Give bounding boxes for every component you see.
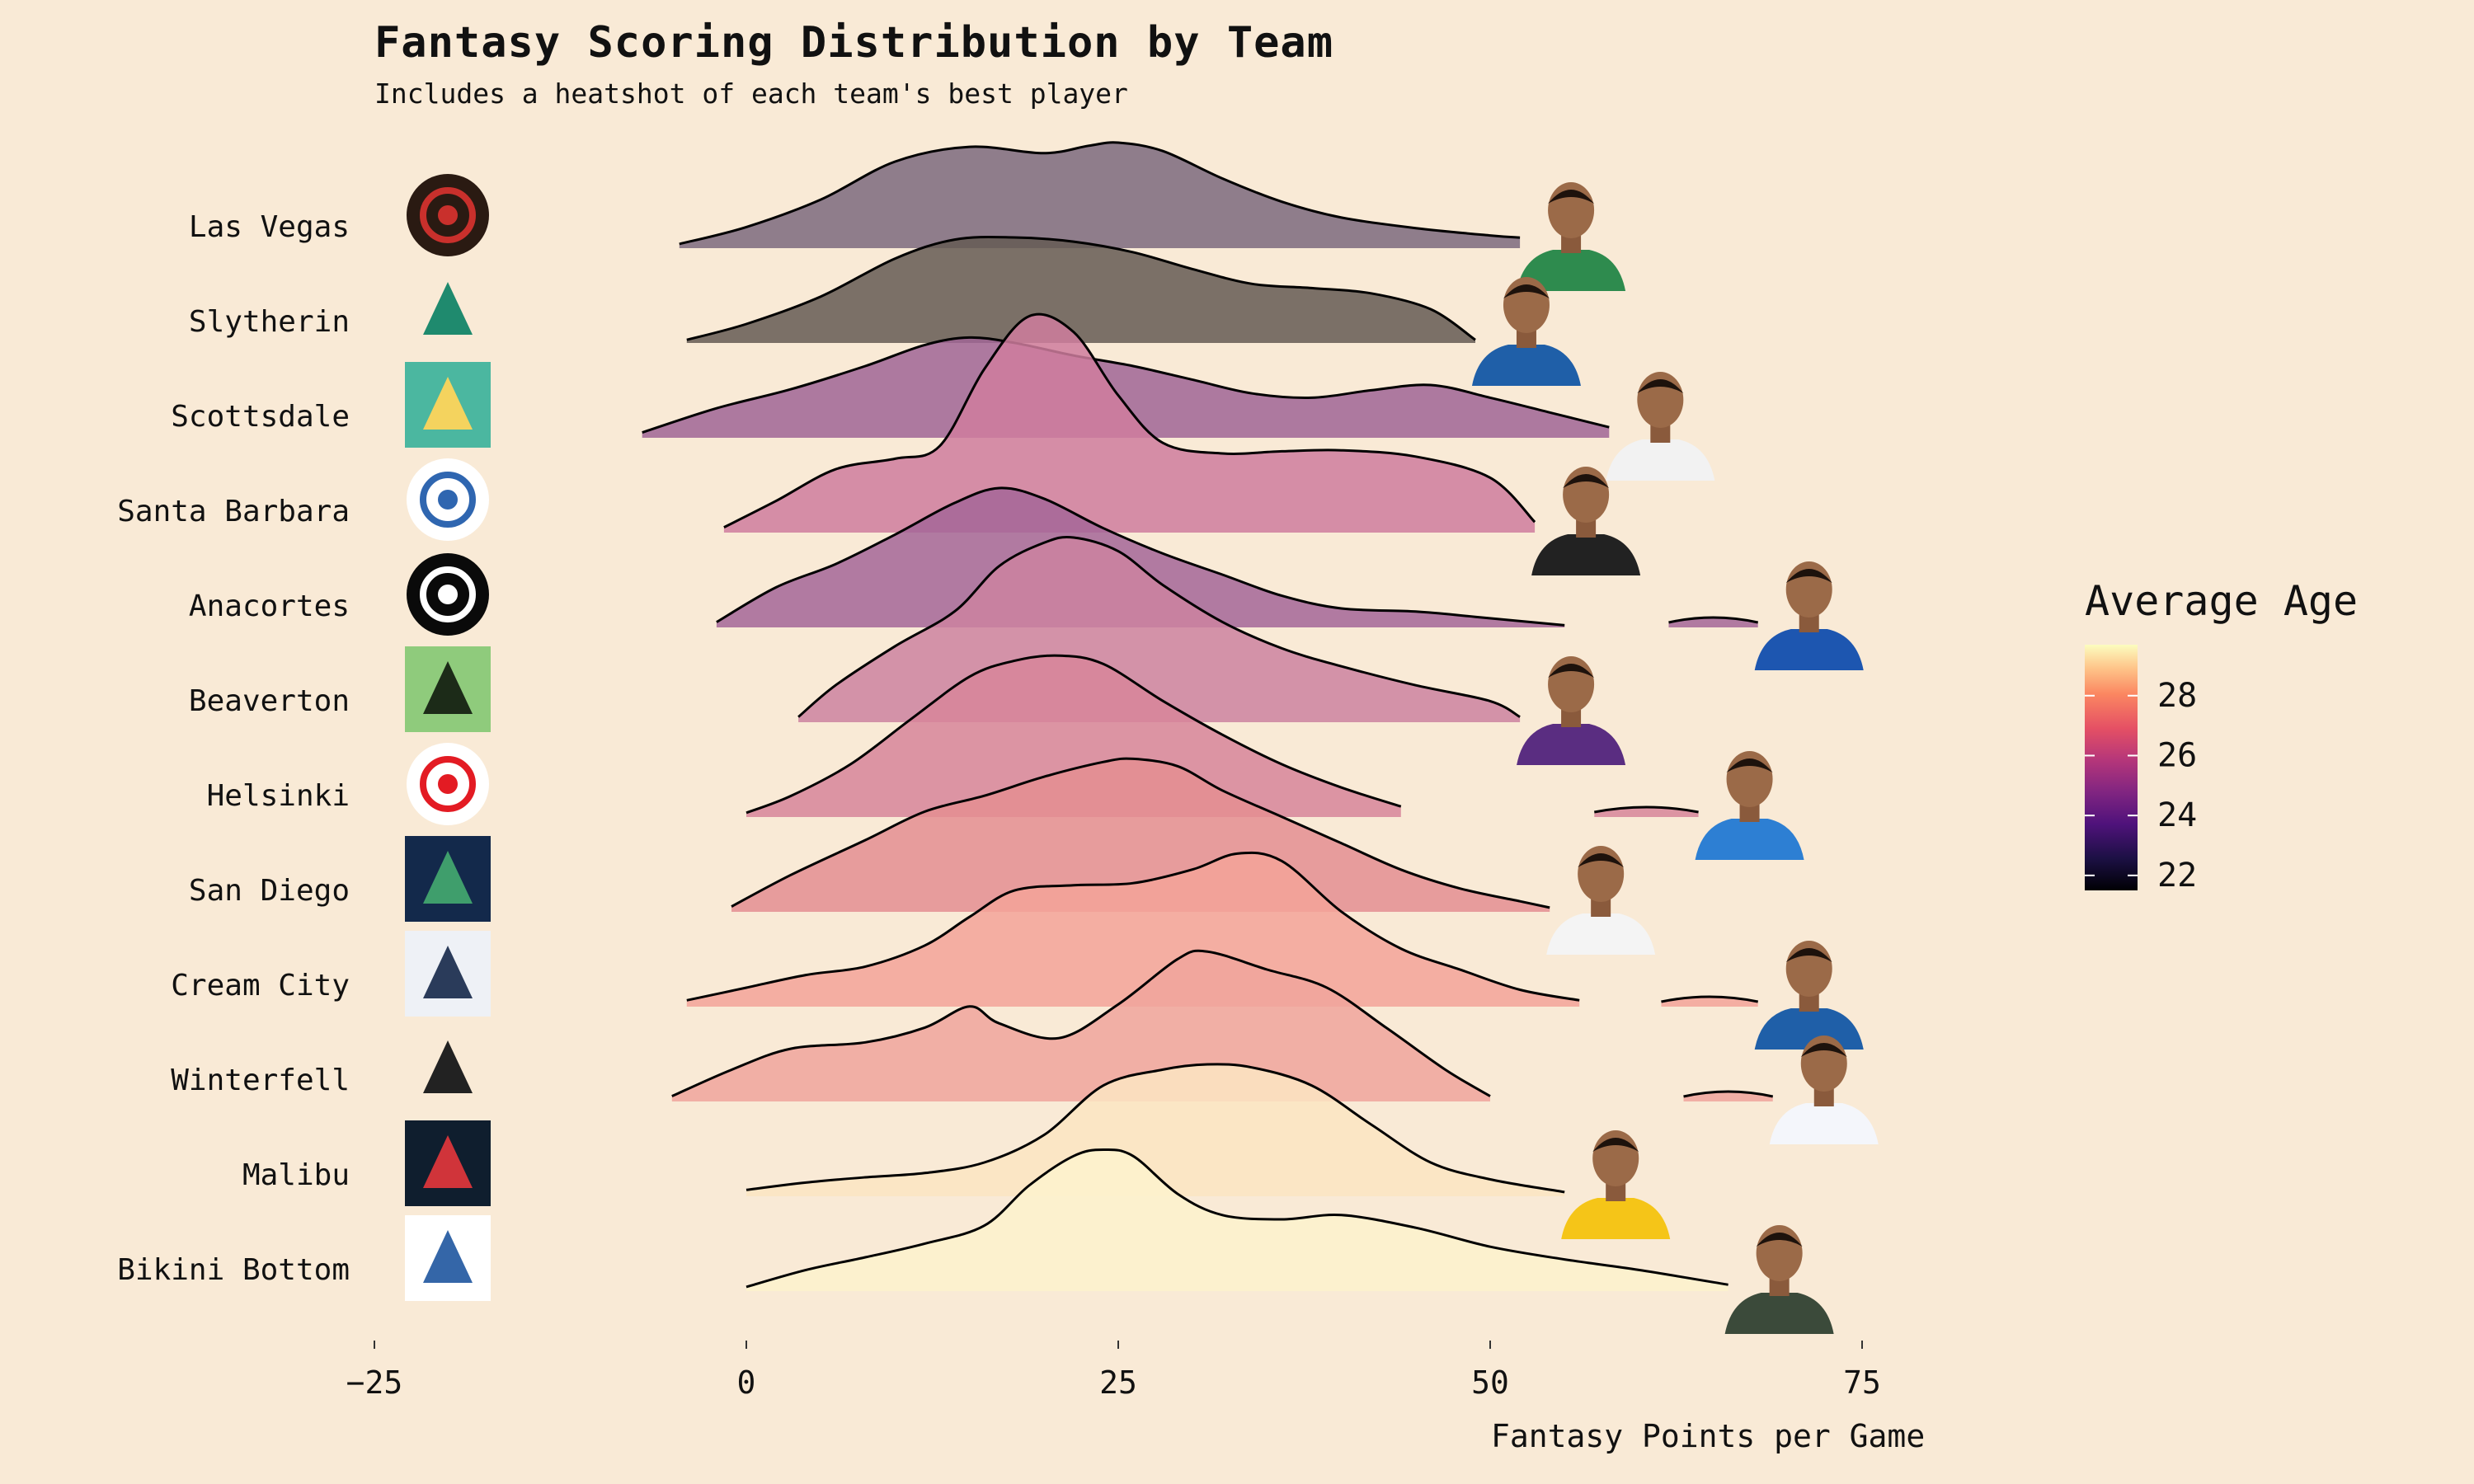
outlier-line-cream-city — [1661, 995, 1759, 1003]
legend-tick-label: 22 — [2157, 857, 2197, 895]
legend-tick-label: 28 — [2157, 677, 2197, 715]
team-logo-las-vegas — [407, 174, 489, 256]
ridge-area-san-diego — [731, 758, 1550, 912]
outlier-line-winterfell — [1683, 1090, 1774, 1098]
player-headshot-winterfell — [1769, 1036, 1879, 1144]
x-axis-label: Fantasy Points per Game — [1491, 1418, 1926, 1454]
ridge-line-san-diego — [731, 757, 1550, 909]
player-headshot-santa-barbara — [1531, 467, 1641, 575]
team-logo-helsinki — [407, 743, 489, 825]
team-logo-scottsdale — [405, 362, 491, 448]
ridge-line-anacortes — [716, 486, 1565, 627]
ridge-line-scottsdale — [642, 336, 1610, 434]
team-label-scottsdale: Scottsdale — [171, 400, 350, 434]
team-label-bikini-bottom: Bikini Bottom — [117, 1253, 350, 1287]
team-label-anacortes: Anacortes — [189, 589, 350, 623]
ridge-line-slytherin — [686, 236, 1476, 341]
ridges-layer — [642, 141, 1774, 1291]
ridge-area-santa-barbara — [723, 314, 1536, 533]
ridge-area-cream-city — [686, 852, 1580, 1007]
team-label-winterfell: Winterfell — [171, 1064, 350, 1097]
legend-tick-label: 24 — [2157, 796, 2197, 834]
team-label-las-vegas: Las Vegas — [189, 210, 350, 244]
ridge-line-las-vegas — [679, 141, 1521, 246]
team-logo-bikini-bottom — [405, 1215, 491, 1301]
outlier-line-anacortes — [1668, 616, 1759, 624]
player-headshot-las-vegas — [1517, 182, 1626, 291]
player-headshots — [1471, 182, 1879, 1334]
ridge-line-beaverton — [797, 535, 1521, 718]
player-headshot-malibu — [1561, 1130, 1671, 1239]
team-logo-winterfell — [405, 1026, 491, 1111]
ridge-area-bikini-bottom — [746, 1149, 1729, 1291]
player-headshot-bikini-bottom — [1724, 1225, 1834, 1334]
ridge-line-santa-barbara — [723, 312, 1536, 528]
player-headshot-scottsdale — [1606, 372, 1715, 481]
outlier-line-helsinki — [1594, 805, 1699, 814]
legend-title: Average Age — [2085, 577, 2359, 625]
player-headshot-san-diego — [1546, 846, 1656, 955]
ridge-area-anacortes — [716, 487, 1565, 627]
team-label-helsinki: Helsinki — [207, 779, 350, 813]
team-logo-slytherin — [405, 267, 491, 353]
x-tick-label: −25 — [346, 1364, 403, 1401]
team-labels: Las Vegas Slytherin Scottsdale Santa Barbar… — [117, 210, 350, 1287]
ridge-line-cream-city — [686, 851, 1580, 1002]
player-headshot-cream-city — [1754, 941, 1864, 1050]
team-logo-santa-barbara — [407, 458, 489, 541]
team-label-santa-barbara: Santa Barbara — [117, 495, 350, 528]
team-label-san-diego: San Diego — [189, 874, 350, 908]
ridge-line-winterfell — [671, 949, 1491, 1097]
colorbar — [2085, 645, 2138, 890]
x-tick-label: 0 — [737, 1364, 756, 1401]
ridge-line-malibu — [745, 1063, 1565, 1194]
ridge-line-helsinki — [745, 654, 1402, 815]
player-headshot-beaverton — [1517, 656, 1626, 765]
x-tick-label: 75 — [1843, 1364, 1881, 1401]
team-logo-san-diego — [405, 836, 491, 922]
player-headshot-helsinki — [1695, 751, 1804, 860]
chart-title: Fantasy Scoring Distribution by Team — [374, 18, 1334, 68]
team-logo-cream-city — [405, 931, 491, 1017]
ridge-area-malibu — [746, 1064, 1565, 1196]
ridge-area-las-vegas — [679, 142, 1521, 248]
team-logo-beaverton — [405, 646, 491, 732]
team-logo-malibu — [405, 1120, 491, 1206]
team-logos — [405, 174, 491, 1301]
ridge-area-helsinki — [746, 655, 1401, 817]
x-tick-label: 50 — [1471, 1364, 1509, 1401]
team-label-beaverton: Beaverton — [189, 684, 350, 718]
x-tick-label: 25 — [1099, 1364, 1137, 1401]
player-headshot-anacortes — [1754, 561, 1864, 670]
team-label-cream-city: Cream City — [171, 969, 350, 1003]
team-label-slytherin: Slytherin — [189, 305, 350, 339]
ridge-area-scottsdale — [642, 337, 1610, 438]
player-headshot-slytherin — [1471, 277, 1581, 386]
ridge-area-slytherin — [686, 237, 1475, 343]
chart-subtitle: Includes a heatshot of each team's best … — [374, 77, 1128, 110]
legend-tick-label: 26 — [2157, 736, 2197, 774]
team-label-malibu: Malibu — [242, 1158, 350, 1192]
ridge-line-bikini-bottom — [745, 1148, 1729, 1289]
age-legend: 22 24 26 28 — [2085, 645, 2197, 895]
team-logo-anacortes — [407, 553, 489, 636]
ridge-area-winterfell — [671, 951, 1490, 1101]
x-axis: −25 0 25 50 75 — [346, 1341, 1881, 1401]
